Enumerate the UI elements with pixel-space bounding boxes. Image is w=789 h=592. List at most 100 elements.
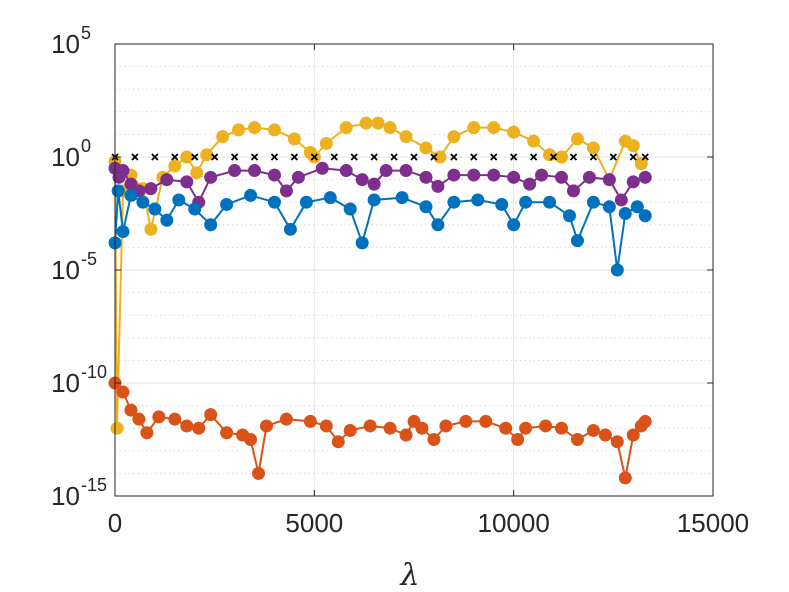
data-point: [371, 116, 385, 130]
data-point: [471, 193, 485, 207]
data-point: [291, 170, 305, 184]
data-point: [447, 130, 461, 144]
data-point: [447, 195, 461, 209]
data-point: [267, 123, 281, 137]
data-point: [171, 153, 179, 161]
data-point: [539, 419, 553, 433]
data-point: [419, 141, 433, 155]
data-point: [507, 125, 521, 139]
y-tick-label: 10: [51, 255, 80, 285]
data-point: [543, 148, 557, 162]
data-point: [131, 153, 139, 161]
data-point: [319, 419, 333, 433]
data-point: [172, 193, 186, 207]
data-point: [204, 218, 218, 232]
x-axis-label: λ: [399, 558, 419, 592]
y-tick-label: 10: [51, 142, 80, 172]
data-point: [319, 136, 333, 150]
data-point: [634, 157, 648, 171]
data-point: [279, 184, 293, 198]
data-point: [350, 153, 358, 161]
data-point: [570, 433, 584, 446]
data-point: [430, 153, 438, 161]
data-point: [303, 414, 317, 428]
data-point: [220, 197, 234, 211]
data-point: [330, 153, 338, 161]
data-point: [140, 426, 154, 440]
data-point: [586, 423, 600, 437]
data-point: [244, 433, 258, 446]
data-point: [168, 159, 182, 173]
ticks: [114, 43, 714, 497]
data-point: [399, 428, 413, 442]
data-point: [529, 153, 538, 161]
x-tick-label: 10000: [478, 508, 550, 538]
data-point: [487, 168, 501, 182]
series-2: [108, 161, 652, 209]
series-0: [108, 116, 648, 435]
data-point: [439, 419, 453, 433]
data-point: [111, 184, 125, 198]
data-point: [630, 200, 644, 214]
data-point: [602, 173, 616, 187]
data-point: [252, 466, 266, 480]
data-point: [339, 121, 353, 135]
data-point: [116, 225, 130, 239]
data-point: [267, 168, 281, 182]
data-point: [331, 435, 345, 449]
data-point: [638, 170, 652, 184]
y-tick-label: 10: [51, 368, 80, 398]
data-point: [555, 170, 569, 184]
data-point: [232, 123, 246, 137]
data-point: [499, 421, 513, 435]
data-point: [626, 428, 640, 442]
y-tick-exponent: -15: [81, 475, 107, 495]
data-point: [228, 164, 242, 178]
data-point: [638, 414, 652, 428]
data-point: [144, 182, 158, 196]
x-tick-label: 0: [108, 508, 122, 538]
data-point: [343, 423, 357, 437]
data-point: [132, 412, 146, 426]
data-point: [629, 153, 637, 161]
data-point: [582, 170, 596, 184]
data-point: [419, 170, 433, 184]
data-point: [339, 164, 353, 178]
y-tick-exponent: 5: [81, 23, 91, 43]
data-point: [359, 116, 373, 130]
data-point: [467, 121, 481, 135]
data-point: [124, 188, 138, 202]
data-point: [618, 207, 632, 220]
data-point: [248, 164, 262, 178]
data-point: [188, 202, 202, 216]
data-point: [190, 166, 204, 180]
plot-area: [108, 116, 652, 485]
data-point: [287, 132, 301, 146]
data-point: [250, 153, 259, 161]
data-point: [519, 421, 533, 435]
data-point: [110, 421, 124, 435]
data-point: [283, 222, 297, 236]
data-point: [431, 218, 445, 232]
data-point: [602, 200, 616, 214]
data-point: [211, 153, 219, 161]
data-point: [535, 168, 549, 182]
data-point: [641, 153, 649, 161]
data-point: [230, 153, 239, 161]
data-point: [383, 121, 397, 135]
y-tick-exponent: -10: [81, 362, 107, 382]
data-point: [543, 195, 557, 209]
data-point: [367, 193, 381, 207]
data-point: [433, 150, 447, 164]
y-tick-label: 10: [51, 481, 80, 511]
data-point: [267, 195, 281, 209]
data-point: [586, 141, 600, 155]
data-point: [216, 130, 230, 144]
y-tick-label: 10: [51, 29, 80, 59]
data-point: [152, 410, 166, 424]
series-3: [108, 184, 652, 277]
data-point: [180, 150, 194, 164]
data-point: [618, 471, 632, 485]
